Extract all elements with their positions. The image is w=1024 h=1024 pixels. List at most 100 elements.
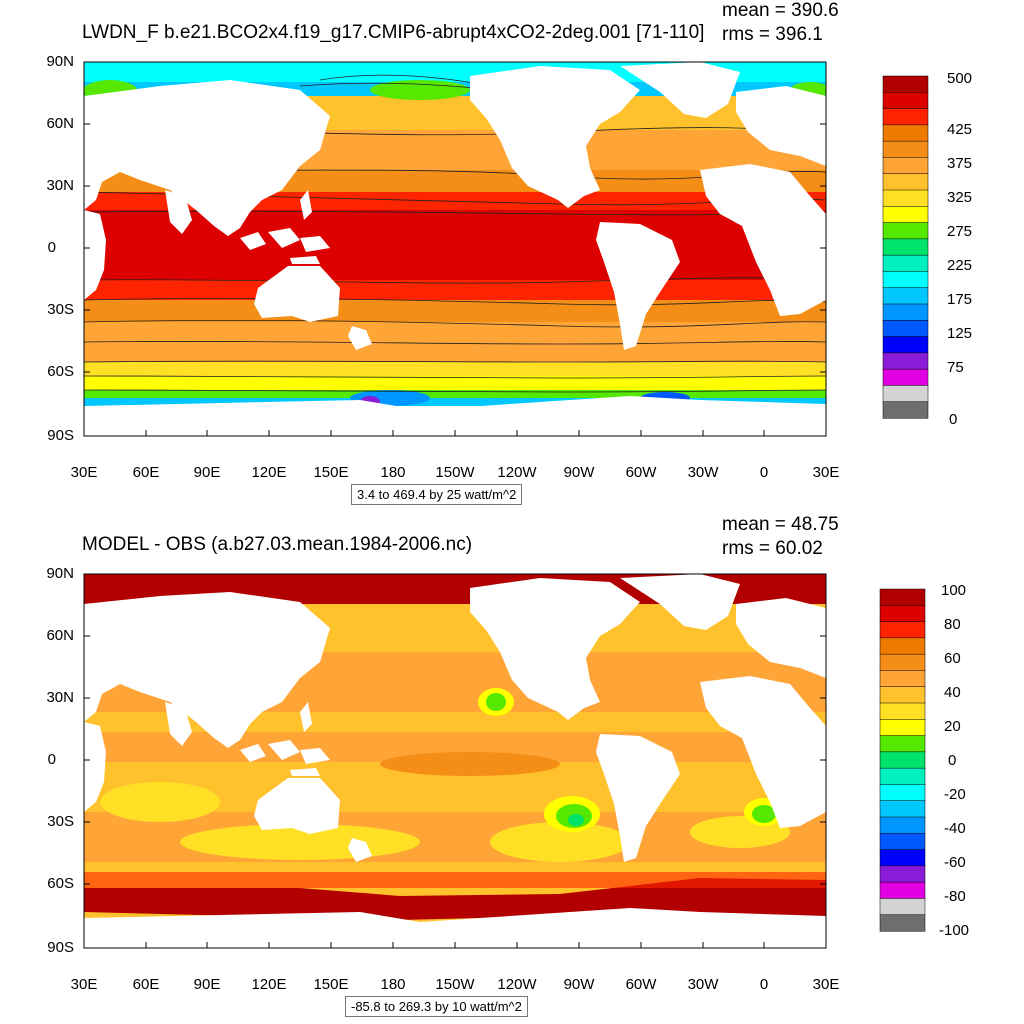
lat-label: 0	[47, 239, 56, 256]
land-mask	[84, 574, 826, 948]
colorbar-swatch	[879, 833, 926, 851]
colorbar-swatch	[882, 271, 929, 289]
colorbar-swatch	[879, 800, 926, 818]
colorbar-label: 0	[948, 752, 957, 769]
colorbar-swatch	[882, 157, 929, 175]
colorbar-swatch	[879, 605, 926, 623]
lon-label: 150W	[435, 464, 475, 481]
lat-label: 90N	[46, 53, 74, 70]
colorbar-label: 425	[947, 121, 973, 138]
colorbar-label: 500	[947, 70, 973, 87]
colorbar-swatch	[882, 401, 929, 419]
lat-label: 0	[47, 751, 56, 768]
colorbar-swatch	[879, 670, 926, 688]
map-canvas	[83, 573, 926, 949]
colorbar-swatch	[879, 849, 926, 867]
colorbar-swatch	[882, 385, 929, 403]
colorbar-swatch	[879, 898, 926, 916]
contour-info-box: -85.8 to 269.3 by 10 watt/m^2	[345, 996, 528, 1017]
colorbar-swatch	[882, 287, 929, 305]
colorbar-swatch	[879, 914, 926, 932]
colorbar-swatch	[882, 238, 929, 256]
lon-label: 120E	[251, 976, 287, 993]
land-mask	[84, 62, 826, 436]
colorbar-label: -80	[944, 888, 966, 905]
colorbar-label: 125	[947, 325, 973, 342]
lon-label: 30E	[70, 976, 98, 993]
colorbar-swatch	[879, 719, 926, 737]
colorbar-swatch	[879, 767, 926, 785]
colorbar-swatch	[882, 320, 929, 338]
difference-field	[84, 574, 826, 948]
colorbar-swatch	[879, 865, 926, 883]
colorbar-label: -100	[939, 922, 970, 939]
colorbar-swatch	[882, 254, 929, 272]
colorbar-swatch	[879, 637, 926, 655]
colorbar-swatch	[882, 352, 929, 370]
colorbar-label: 20	[944, 718, 961, 735]
contour-info-box: 3.4 to 469.4 by 25 watt/m^2	[351, 484, 523, 505]
lon-label: 0	[759, 976, 769, 993]
colorbar-swatch	[882, 222, 929, 240]
lon-label: 30W	[687, 464, 719, 481]
colorbar-swatch	[882, 173, 929, 191]
lat-label: 30S	[47, 301, 74, 318]
mean-value: mean = 48.75	[722, 514, 839, 535]
lat-label: 30N	[46, 177, 74, 194]
lat-label: 60N	[46, 115, 74, 132]
lon-label: 150E	[313, 976, 349, 993]
colorbar-label: 225	[947, 257, 973, 274]
colorbar-swatch	[882, 189, 929, 207]
colorbar-swatch	[879, 702, 926, 720]
colorbar-swatch	[882, 140, 929, 158]
lon-label: 120W	[497, 464, 537, 481]
map-title: MODEL - OBS (a.b27.03.mean.1984-2006.nc)	[82, 534, 473, 555]
colorbar-label: 100	[941, 582, 967, 599]
map-canvas	[83, 61, 929, 437]
colorbar-label: 40	[944, 684, 961, 701]
colorbar-swatch	[882, 336, 929, 354]
map-ticks	[84, 635, 826, 948]
lon-label: 90E	[193, 976, 221, 993]
lon-label: 90W	[563, 464, 595, 481]
colorbar-swatch	[882, 108, 929, 126]
lat-label: 90S	[47, 427, 74, 444]
lat-label: 30N	[46, 689, 74, 706]
lon-label: 30E	[70, 464, 98, 481]
rms-value: rms = 396.1	[722, 24, 823, 45]
colorbar-swatch	[882, 303, 929, 321]
lon-label: 90E	[193, 464, 221, 481]
colorbar-label: -40	[944, 820, 966, 837]
mean-value: mean = 390.6	[722, 0, 839, 21]
colorbar-label: -60	[944, 854, 966, 871]
colorbar-swatch	[879, 784, 926, 802]
lon-label: 180	[380, 464, 406, 481]
map-panel-lwdn: LWDN_F b.e21.BCO2x4.f19_g17.CMIP6-abrupt…	[46, 0, 973, 505]
colorbar-label: 175	[947, 291, 973, 308]
map-title: LWDN_F b.e21.BCO2x4.f19_g17.CMIP6-abrupt…	[82, 22, 705, 43]
colorbar-label: -20	[944, 786, 966, 803]
colorbar-label: 275	[947, 223, 973, 240]
colorbar-swatch	[879, 735, 926, 753]
colorbar-swatch	[879, 881, 926, 899]
lon-label: 0	[759, 464, 769, 481]
colorbar-swatch	[879, 588, 926, 606]
colorbar-swatch	[879, 751, 926, 769]
colorbar-swatch	[882, 368, 929, 386]
lon-label: 150W	[435, 976, 475, 993]
colorbar-swatch	[882, 206, 929, 224]
lon-label: 180	[380, 976, 406, 993]
colorbar	[882, 75, 929, 419]
lat-label: 90N	[46, 565, 74, 582]
colorbar-label: 325	[947, 189, 973, 206]
ocean-field	[84, 62, 826, 436]
lat-label: 60S	[47, 875, 74, 892]
colorbar-swatch	[882, 75, 929, 93]
colorbar-label: 80	[944, 616, 961, 633]
lat-label: 30S	[47, 813, 74, 830]
lon-label: 90W	[563, 976, 595, 993]
lon-label: 30W	[687, 976, 719, 993]
lon-label: 30E	[812, 464, 840, 481]
lon-label: 60E	[132, 976, 160, 993]
rms-value: rms = 60.02	[722, 538, 823, 559]
